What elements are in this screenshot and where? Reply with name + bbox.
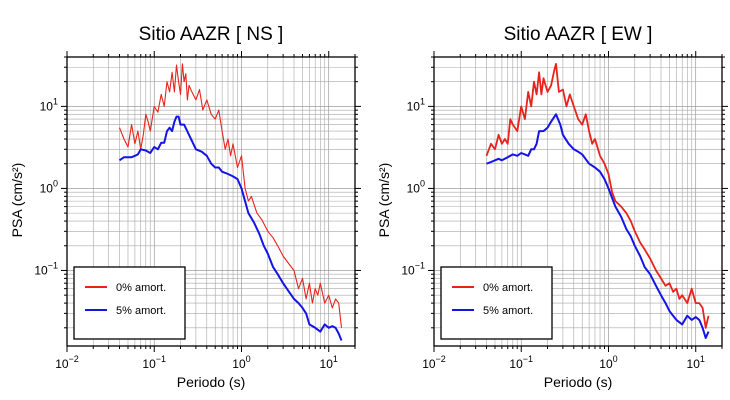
series-line-undamped <box>118 63 343 328</box>
x-tick-label: 100 <box>599 354 617 371</box>
chart-panel-ew: Sitio AAZR [ EW ] Periodo (s) PSA (cm/s²… <box>376 24 728 390</box>
x-tick-label: 10−1 <box>142 354 166 371</box>
legend-label: 0% amort. <box>483 282 533 294</box>
grid <box>66 56 356 346</box>
legend-box <box>440 266 553 340</box>
legend-label: 5% amort. <box>483 305 533 317</box>
plot-area <box>118 63 343 341</box>
y-tick-label: 10−1 <box>34 260 58 277</box>
legend-label: 0% amort. <box>116 282 166 294</box>
ticks <box>61 51 361 352</box>
series-line-damped <box>486 113 710 339</box>
y-tick-label: 101 <box>40 96 58 113</box>
x-tick-label: 101 <box>687 354 705 371</box>
x-tick-label: 10−1 <box>509 354 533 371</box>
chart-title: Sitio AAZR [ NS ] <box>139 24 284 45</box>
y-tick-label: 100 <box>407 178 425 195</box>
x-axis-label: Periodo (s) <box>544 374 612 390</box>
ticks <box>428 51 728 352</box>
legend-box <box>73 266 186 340</box>
y-axis-label: PSA (cm/s²) <box>9 163 25 238</box>
x-tick-label: 10−2 <box>55 354 79 371</box>
x-axis-label: Periodo (s) <box>177 374 245 390</box>
x-tick-label: 100 <box>232 354 250 371</box>
x-tick-label: 10−2 <box>422 354 446 371</box>
series-line-undamped <box>485 63 710 329</box>
y-tick-label: 10−1 <box>401 260 425 277</box>
legend: 0% amort. 5% amort. <box>440 266 553 340</box>
series-line-damped <box>118 115 343 341</box>
plot-area <box>485 63 710 339</box>
legend-label: 5% amort. <box>116 305 166 317</box>
y-tick-label: 101 <box>407 96 425 113</box>
y-axis-label: PSA (cm/s²) <box>376 163 392 238</box>
chart-panel-ns: Sitio AAZR [ NS ] Periodo (s) PSA (cm/s²… <box>9 24 361 390</box>
y-tick-label: 100 <box>40 178 58 195</box>
chart-title: Sitio AAZR [ EW ] <box>504 24 653 45</box>
legend: 0% amort. 5% amort. <box>73 266 186 340</box>
x-tick-label: 101 <box>320 354 338 371</box>
